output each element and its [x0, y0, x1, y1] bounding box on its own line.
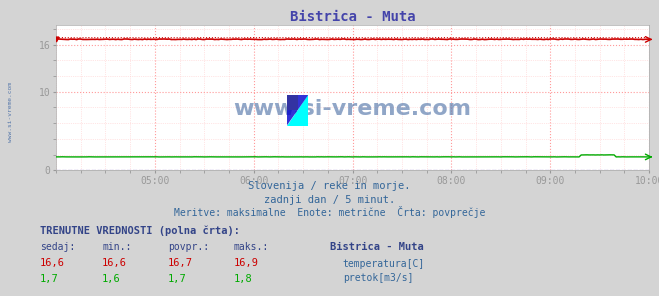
Text: www.si-vreme.com: www.si-vreme.com [233, 99, 472, 119]
Text: Slovenija / reke in morje.: Slovenija / reke in morje. [248, 181, 411, 192]
Text: www.si-vreme.com: www.si-vreme.com [8, 83, 13, 142]
Polygon shape [287, 95, 308, 126]
Polygon shape [287, 95, 308, 126]
Text: temperatura[C]: temperatura[C] [343, 259, 425, 269]
Text: 1,7: 1,7 [40, 274, 58, 284]
Text: Bistrica - Muta: Bistrica - Muta [330, 242, 423, 252]
Text: pretok[m3/s]: pretok[m3/s] [343, 274, 413, 284]
Text: 1,8: 1,8 [234, 274, 252, 284]
Text: sedaj:: sedaj: [40, 242, 74, 252]
Text: 16,6: 16,6 [40, 258, 65, 268]
Text: Meritve: maksimalne  Enote: metrične  Črta: povprečje: Meritve: maksimalne Enote: metrične Črta… [174, 206, 485, 218]
Title: Bistrica - Muta: Bistrica - Muta [290, 10, 415, 24]
Text: 1,7: 1,7 [168, 274, 186, 284]
Text: 16,9: 16,9 [234, 258, 259, 268]
Text: zadnji dan / 5 minut.: zadnji dan / 5 minut. [264, 195, 395, 205]
Text: min.:: min.: [102, 242, 132, 252]
Text: 1,6: 1,6 [102, 274, 121, 284]
Text: TRENUTNE VREDNOSTI (polna črta):: TRENUTNE VREDNOSTI (polna črta): [40, 225, 239, 236]
Text: maks.:: maks.: [234, 242, 269, 252]
Text: 16,7: 16,7 [168, 258, 193, 268]
Bar [287, 95, 298, 110]
Text: 16,6: 16,6 [102, 258, 127, 268]
Text: povpr.:: povpr.: [168, 242, 209, 252]
